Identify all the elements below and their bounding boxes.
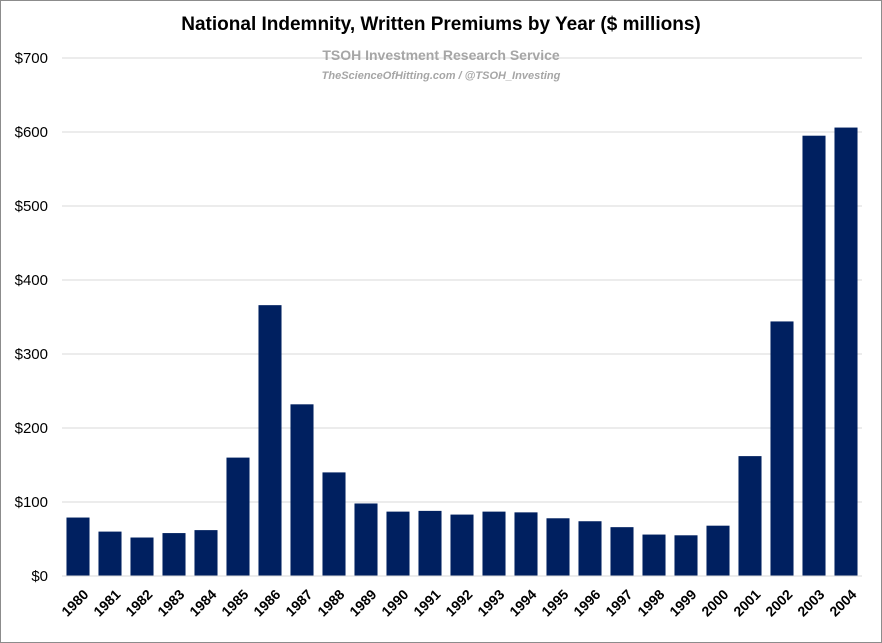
chart-title: National Indemnity, Written Premiums by … bbox=[181, 14, 701, 35]
bar-1994 bbox=[514, 512, 538, 576]
bar-1991 bbox=[418, 510, 442, 576]
y-tick-label: $300 bbox=[15, 346, 48, 363]
bar-2003 bbox=[802, 135, 826, 576]
x-tick-label: 2003 bbox=[794, 586, 827, 619]
bar-1993 bbox=[482, 511, 506, 576]
bar-1988 bbox=[322, 472, 346, 576]
bar-1989 bbox=[354, 503, 378, 576]
bar-2004 bbox=[834, 127, 858, 576]
bar-1986 bbox=[258, 305, 282, 576]
bar-2002 bbox=[770, 321, 794, 576]
x-tick-label: 1982 bbox=[122, 586, 155, 619]
bar-1980 bbox=[66, 517, 90, 576]
x-tick-label: 1983 bbox=[154, 586, 187, 619]
x-tick-label: 1984 bbox=[186, 586, 219, 619]
bar-2001 bbox=[738, 456, 762, 576]
x-tick-label: 1990 bbox=[378, 586, 411, 619]
bar-1992 bbox=[450, 514, 474, 576]
bar-1984 bbox=[194, 530, 218, 576]
x-tick-label: 1985 bbox=[218, 586, 251, 619]
x-tick-label: 1998 bbox=[634, 586, 667, 619]
x-tick-label: 1989 bbox=[346, 586, 379, 619]
bar-1981 bbox=[98, 531, 122, 576]
y-tick-label: $0 bbox=[31, 568, 48, 585]
x-tick-label: 1981 bbox=[90, 586, 123, 619]
y-tick-label: $400 bbox=[15, 272, 48, 289]
bars bbox=[66, 127, 858, 576]
x-tick-label: 1997 bbox=[602, 586, 635, 619]
bar-1999 bbox=[674, 535, 698, 576]
bar-1997 bbox=[610, 527, 634, 576]
bar-1987 bbox=[290, 404, 314, 576]
y-tick-label: $200 bbox=[15, 420, 48, 437]
bar-1990 bbox=[386, 511, 410, 576]
x-tick-label: 1988 bbox=[314, 586, 347, 619]
watermark-website: TheScienceOfHitting.com / @TSOH_Investin… bbox=[321, 70, 561, 82]
y-tick-label: $500 bbox=[15, 198, 48, 215]
x-tick-label: 1980 bbox=[58, 586, 91, 619]
x-tick-label: 1987 bbox=[282, 586, 315, 619]
y-tick-label: $700 bbox=[15, 50, 48, 67]
gridlines bbox=[62, 57, 862, 503]
x-tick-label: 1986 bbox=[250, 586, 283, 619]
bar-1995 bbox=[546, 518, 570, 576]
x-tick-label: 1996 bbox=[570, 586, 603, 619]
x-tick-label: 2002 bbox=[762, 586, 795, 619]
watermark-service-name: TSOH Investment Research Service bbox=[322, 47, 560, 63]
x-tick-label: 1994 bbox=[506, 586, 539, 619]
bar-2000 bbox=[706, 525, 730, 576]
x-tick-label: 2000 bbox=[698, 586, 731, 619]
y-tick-label: $100 bbox=[15, 494, 48, 511]
x-tick-label: 1992 bbox=[442, 586, 475, 619]
bar-1996 bbox=[578, 521, 602, 576]
bar-1982 bbox=[130, 537, 154, 576]
x-tick-label: 1993 bbox=[474, 586, 507, 619]
x-tick-label: 2001 bbox=[730, 586, 763, 619]
x-axis-tick-labels: 1980198119821983198419851986198719881989… bbox=[58, 586, 859, 619]
y-axis-tick-labels: $0 $100 $200 $300 $400 $500 $600 $700 bbox=[15, 50, 48, 585]
x-tick-label: 1999 bbox=[666, 586, 699, 619]
bar-1983 bbox=[162, 533, 186, 576]
y-tick-label: $600 bbox=[15, 124, 48, 141]
x-tick-label: 1991 bbox=[410, 586, 443, 619]
x-tick-label: 2004 bbox=[826, 586, 859, 619]
x-tick-label: 1995 bbox=[538, 586, 571, 619]
bar-1998 bbox=[642, 534, 666, 576]
bar-1985 bbox=[226, 457, 250, 576]
